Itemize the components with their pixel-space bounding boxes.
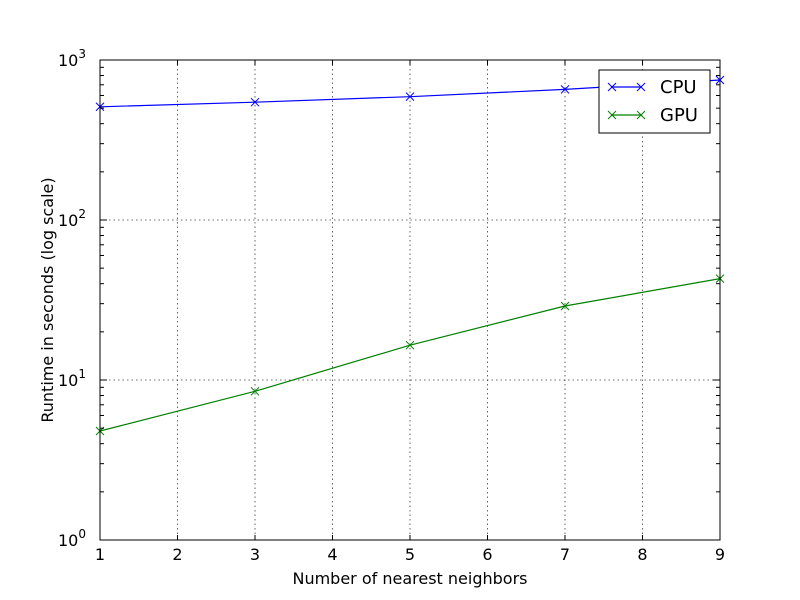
y-tick-exponent: 0	[78, 527, 86, 541]
y-tick-label: 100	[58, 527, 86, 550]
x-tick-labels: 1 2 3 4 5 6 7 8 9	[95, 545, 725, 564]
x-tick-label: 1	[95, 545, 105, 564]
y-tick-exponent: 3	[78, 47, 86, 61]
y-tick-base: 10	[58, 211, 78, 230]
legend-marker-cpu	[636, 82, 646, 92]
axis-ticks	[99, 59, 721, 541]
legend-label-cpu: CPU	[660, 77, 697, 98]
y-tick-exponent: 1	[78, 367, 86, 381]
x-tick-label: 3	[250, 545, 260, 564]
x-tick-label: 9	[715, 545, 725, 564]
x-tick-label: 4	[327, 545, 337, 564]
data-point-cpu	[405, 92, 415, 102]
x-tick-label: 7	[560, 545, 570, 564]
x-tick-label: 6	[482, 545, 492, 564]
y-tick-exponent: 2	[78, 207, 86, 221]
x-axis-label: Number of nearest neighbors	[292, 569, 527, 588]
legend-marker-gpu	[607, 110, 617, 120]
y-axis-label: Runtime in seconds (log scale)	[38, 177, 57, 422]
x-tick-label: 5	[405, 545, 415, 564]
legend-marker-cpu	[607, 82, 617, 92]
x-tick-label: 8	[637, 545, 647, 564]
y-tick-label: 103	[58, 47, 86, 70]
legend-label-gpu: GPU	[660, 105, 698, 126]
legend-item-gpu: GPU	[607, 105, 698, 126]
y-tick-base: 10	[58, 51, 78, 70]
x-tick-label: 2	[172, 545, 182, 564]
legend-marker-gpu	[636, 110, 646, 120]
series-line-gpu	[99, 278, 721, 432]
y-tick-label: 102	[58, 207, 86, 230]
legend: CPU GPU	[598, 69, 711, 134]
legend-box	[598, 69, 711, 134]
y-tick-base: 10	[58, 371, 78, 390]
legend-item-cpu: CPU	[607, 77, 697, 98]
data-point-gpu	[405, 340, 415, 350]
data-point-cpu	[250, 97, 260, 107]
y-tick-base: 10	[58, 531, 78, 550]
y-tick-label: 101	[58, 367, 86, 390]
data-point-gpu	[250, 386, 260, 396]
data-point-cpu	[560, 85, 570, 94]
grid-lines	[100, 60, 720, 540]
data-point-gpu	[560, 301, 570, 311]
